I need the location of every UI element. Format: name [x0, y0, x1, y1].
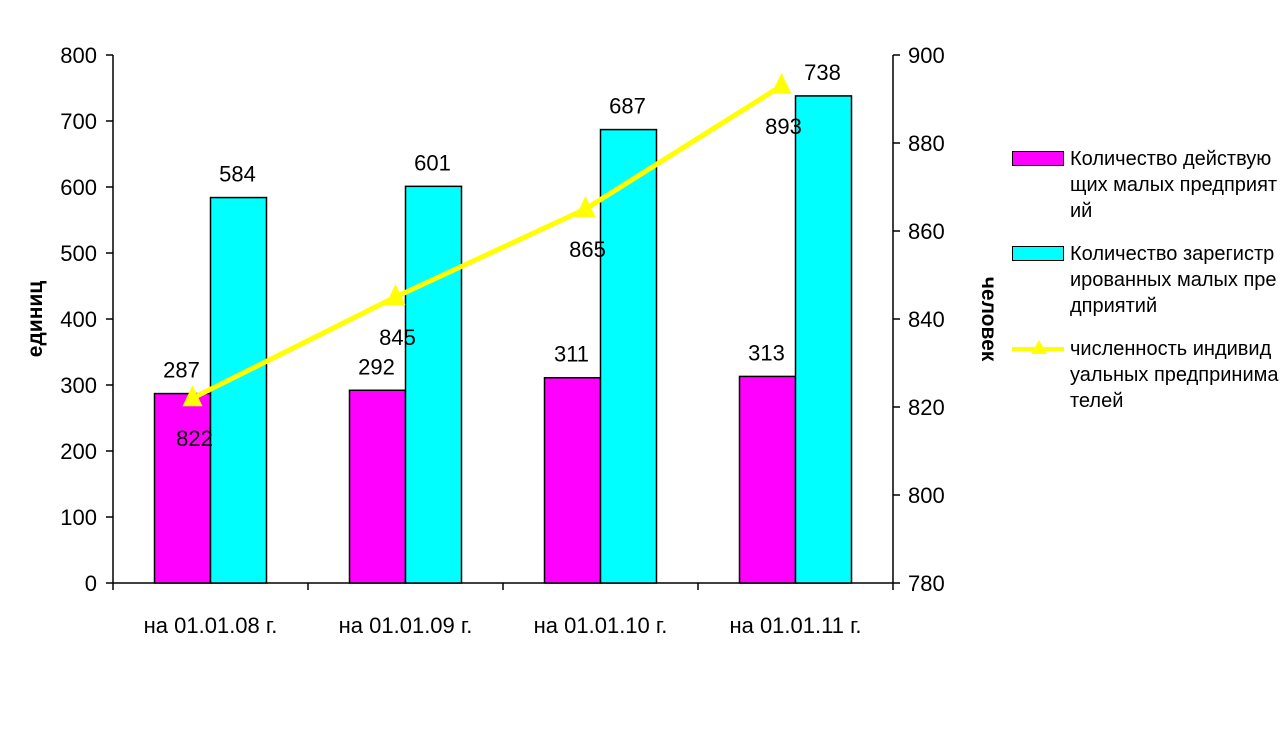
- y-tick-label: 800: [60, 43, 97, 68]
- x-tick-label: на 01.01.09 г.: [339, 613, 473, 638]
- y-right-tick-label: 780: [908, 571, 945, 596]
- x-tick-label: на 01.01.11 г.: [729, 613, 861, 638]
- y-right-tick-label: 900: [908, 43, 945, 68]
- bar-registered: [794, 95, 853, 584]
- y-tick-label: 100: [60, 505, 97, 530]
- line-point-marker: [771, 72, 792, 94]
- bar-data-label: 584: [219, 162, 256, 187]
- bar-data-label: 738: [804, 60, 841, 85]
- bar-active: [738, 375, 797, 584]
- legend-label: численность индивидуальных предпринимате…: [1070, 338, 1279, 412]
- y-tick-label: 500: [60, 241, 97, 266]
- line-point-marker: [385, 284, 406, 305]
- y-axis-title: единиц: [24, 281, 47, 358]
- line-series-entrepreneurs: [191, 83, 783, 401]
- y-right-tick-label: 800: [908, 483, 945, 508]
- bar-registered: [404, 185, 463, 584]
- y-tick-label: 300: [60, 373, 97, 398]
- line-data-label: 865: [569, 237, 606, 262]
- legend-swatch-magenta: [1012, 151, 1064, 166]
- bar-data-label: 313: [748, 340, 785, 365]
- triangle-marker-icon: [1031, 340, 1047, 354]
- legend-item-registered-enterprises: Количество зарегистрированных малых пред…: [1012, 241, 1282, 319]
- bar-active: [153, 392, 212, 584]
- line-point-marker: [575, 196, 596, 217]
- y-tick-label: 0: [85, 571, 97, 596]
- bar-active: [348, 389, 407, 584]
- bar-data-label: 311: [554, 342, 589, 367]
- bar-data-label: 292: [358, 354, 395, 379]
- y-right-tick-label: 880: [908, 131, 945, 156]
- y-right-axis-title: человек: [977, 277, 1000, 362]
- bar-data-label: 601: [414, 150, 451, 175]
- line-data-label: 822: [176, 426, 213, 451]
- y-tick-label: 600: [60, 175, 97, 200]
- bar-registered: [599, 128, 658, 584]
- line-point-marker: [182, 385, 203, 407]
- y-right-tick-label: 820: [908, 395, 945, 420]
- bar-active: [543, 376, 602, 584]
- legend-item-entrepreneurs: численность индивидуальных предпринимате…: [1012, 336, 1282, 414]
- y-right-tick-label: 860: [908, 219, 945, 244]
- bar-data-label: 687: [609, 94, 646, 119]
- x-tick-label: на 01.01.10 г.: [534, 613, 668, 638]
- line-data-label: 893: [765, 114, 802, 139]
- legend-label: Количество действующих малых предприятий: [1070, 148, 1278, 222]
- y-tick-label: 200: [60, 439, 97, 464]
- legend-label: Количество зарегистрированных малых пред…: [1070, 243, 1277, 317]
- legend-swatch-cyan: [1012, 246, 1064, 261]
- y-tick-label: 700: [60, 109, 97, 134]
- y-right-tick-label: 840: [908, 307, 945, 332]
- legend: Количество действующих малых предприятий…: [1012, 146, 1282, 431]
- y-tick-label: 400: [60, 307, 97, 332]
- legend-item-active-enterprises: Количество действующих малых предприятий: [1012, 146, 1282, 224]
- bar-registered: [209, 196, 268, 584]
- line-data-label: 845: [379, 325, 416, 350]
- x-tick-label: на 01.01.08 г.: [144, 613, 278, 638]
- bar-data-label: 287: [163, 358, 200, 383]
